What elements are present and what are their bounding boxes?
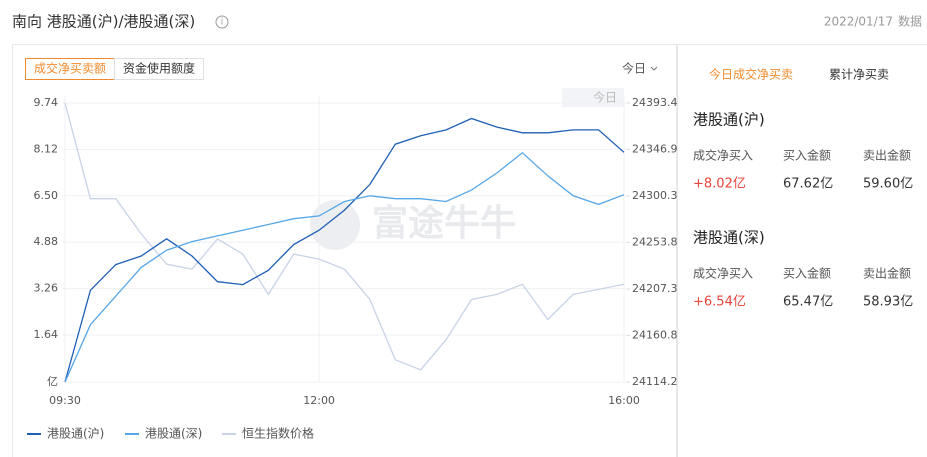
y2-tick-label: 24393.4: [632, 96, 678, 109]
info-icon[interactable]: [215, 15, 229, 29]
y-tick-label: 3.26: [34, 282, 59, 295]
market-name: 港股通(沪): [693, 111, 765, 129]
y2-tick-label: 24114.2: [632, 375, 678, 388]
dropdown-arrow: [650, 66, 658, 71]
date: 2022/01/17: [824, 15, 893, 29]
legend-label: 恒生指数价格: [242, 426, 314, 441]
period-label: 今日: [593, 90, 617, 105]
column-label: 买入金额: [783, 148, 831, 163]
summary: 港股通(沪)成交净买入 买入金额 卖出金额+8.02亿 67.62亿 59.60亿港股通…: [693, 111, 913, 310]
column-value: 65.47亿: [783, 295, 833, 310]
y2-tick-label: 24207.3: [632, 282, 678, 295]
summary-tab[interactable]: 今日成交净买卖: [709, 67, 793, 82]
y-tick-label: 亿: [47, 375, 58, 388]
legend-label: 港股通(沪): [47, 427, 104, 441]
period-badge: [562, 88, 624, 107]
column-label: 买入金额: [783, 266, 831, 281]
y-tick-label: 4.88: [34, 235, 59, 248]
market-name: 港股通(深): [693, 229, 765, 247]
y2-tick-label: 24346.9: [632, 142, 678, 155]
info-icon-glyph: i: [221, 18, 224, 28]
series-line: [64, 151, 625, 383]
y-tick-label: 1.64: [34, 328, 59, 341]
summary-tab[interactable]: 累计净买卖: [829, 68, 889, 82]
y2-tick-label: 24160.8: [632, 328, 678, 341]
x-tick-label: 09:30: [49, 394, 81, 407]
y-tick-label: 8.12: [34, 142, 59, 155]
page-title: 南向 港股通(沪)/港股通(深): [12, 13, 195, 31]
y2-tick-label: 24253.8: [632, 236, 678, 249]
date-suffix: 数据: [898, 14, 922, 29]
column-value: +6.54亿: [693, 295, 746, 310]
column-value: 59.60亿: [863, 177, 913, 192]
right-panel: [677, 44, 927, 457]
column-label: 成交净买入: [693, 266, 753, 281]
legend-label: 港股通(深): [145, 427, 202, 441]
column-label: 卖出金额: [863, 148, 911, 163]
period-select[interactable]: 今日: [622, 61, 646, 76]
left-panel: [12, 44, 677, 457]
column-label: 成交净买入: [693, 148, 753, 163]
series-line: [64, 102, 625, 371]
tab[interactable]: 成交净买卖额: [34, 61, 106, 76]
column-value: 58.93亿: [863, 295, 913, 310]
x-tick-label: 12:00: [303, 394, 335, 407]
column-value: 67.62亿: [783, 177, 833, 192]
watermark-icon: [310, 200, 360, 250]
series-line: [64, 117, 625, 383]
watermark: 富途牛牛: [372, 202, 516, 244]
column-label: 卖出金额: [863, 266, 911, 281]
tab-box[interactable]: [114, 58, 204, 80]
chart: 亿 1.64 3.26 4.88 6.50 8.12 9.74 24114.2 24160.8 2…: [27, 95, 678, 441]
y-tick-label: 9.74: [34, 96, 59, 109]
tab[interactable]: 资金使用额度: [123, 61, 195, 76]
column-value: +8.02亿: [693, 177, 746, 192]
y-tick-label: 6.50: [34, 189, 59, 202]
y2-tick-label: 24300.3: [632, 189, 678, 202]
x-tick-label: 16:00: [608, 394, 640, 407]
